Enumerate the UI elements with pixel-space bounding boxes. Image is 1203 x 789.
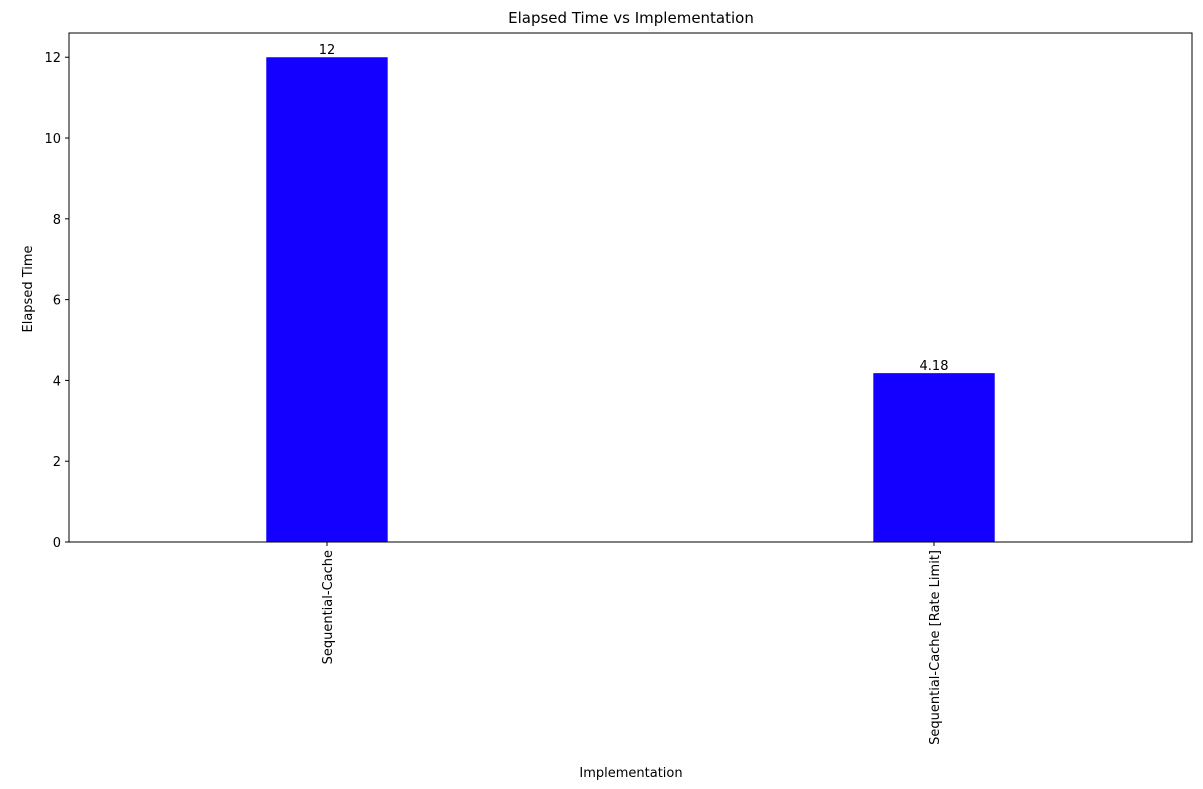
y-tick-label: 10 bbox=[44, 132, 61, 147]
plot-area: 0 2 4 6 8 10 12 Sequential-Cache Sequential-Cach… bbox=[44, 32, 1193, 745]
chart-title: Elapsed Time vs Implementation bbox=[508, 9, 754, 27]
x-axis-label: Implementation bbox=[579, 766, 682, 781]
x-tick-label: Sequential-Cache bbox=[321, 550, 336, 664]
bar-value-label: 4.18 bbox=[920, 359, 949, 374]
y-tick-label: 6 bbox=[53, 294, 61, 309]
bar bbox=[873, 373, 995, 542]
bar bbox=[266, 57, 388, 542]
y-axis-label: Elapsed Time bbox=[21, 245, 36, 332]
bar-value-label: 12 bbox=[319, 43, 336, 58]
y-tick-label: 12 bbox=[44, 51, 61, 66]
y-tick-label: 4 bbox=[53, 374, 61, 389]
y-tick-label: 0 bbox=[53, 536, 61, 551]
plot-frame bbox=[68, 32, 1193, 543]
y-tick-label: 2 bbox=[53, 455, 61, 470]
y-tick-label: 8 bbox=[53, 213, 61, 228]
x-tick-label: Sequential-Cache [Rate Limit] bbox=[928, 550, 943, 745]
